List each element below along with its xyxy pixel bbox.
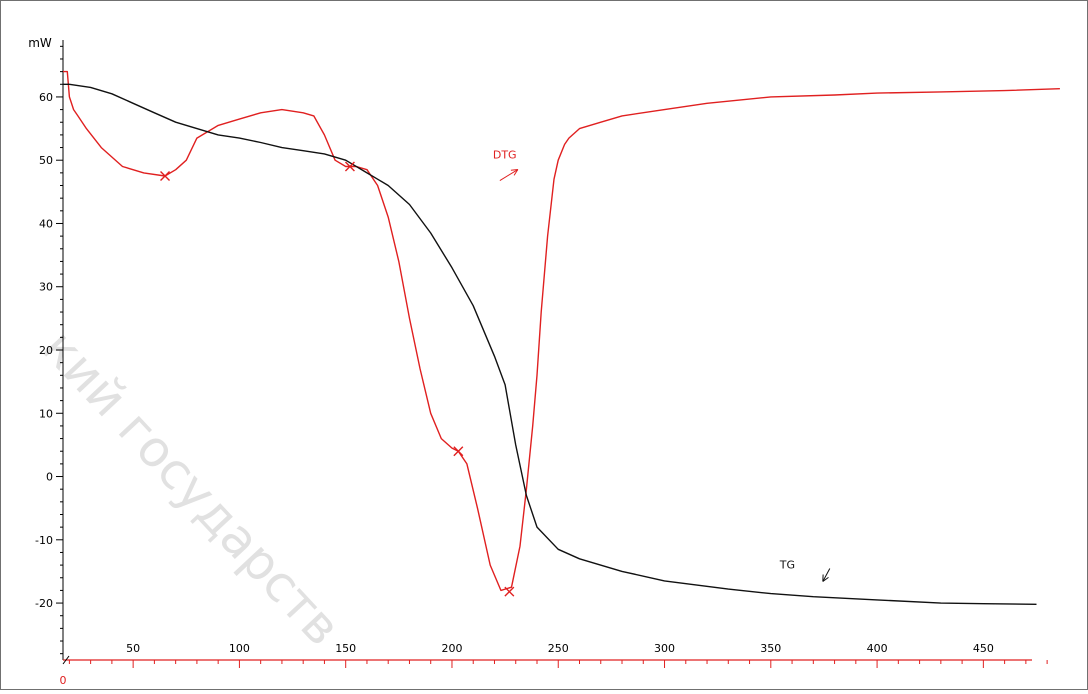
annotation-arrowhead-dtg bbox=[511, 170, 518, 171]
annotation-tg: TG bbox=[779, 558, 795, 571]
x-tick-label: 100 bbox=[229, 642, 250, 655]
x-origin-label: 0 bbox=[60, 674, 67, 687]
y-tick-label: 50 bbox=[39, 154, 53, 167]
x-tick-label: 450 bbox=[973, 642, 994, 655]
y-tick-label: 0 bbox=[46, 471, 53, 484]
annotation-dtg: DTG bbox=[493, 149, 517, 162]
y-tick-label: 60 bbox=[39, 91, 53, 104]
y-tick-label: 20 bbox=[39, 344, 53, 357]
x-tick-label: 150 bbox=[335, 642, 356, 655]
x-tick-label: 350 bbox=[760, 642, 781, 655]
x-tick-label: 50 bbox=[126, 642, 140, 655]
y-tick-label: -10 bbox=[35, 534, 53, 547]
y-tick-label: 30 bbox=[39, 281, 53, 294]
y-tick-label: 40 bbox=[39, 217, 53, 230]
x-tick-label: 300 bbox=[654, 642, 675, 655]
y-tick-label: 10 bbox=[39, 407, 53, 420]
x-tick-label: 400 bbox=[867, 642, 888, 655]
x-tick-label: 250 bbox=[548, 642, 569, 655]
y-axis-unit-label: mW bbox=[28, 36, 52, 50]
x-tick-label: 200 bbox=[441, 642, 462, 655]
y-tick-label: -20 bbox=[35, 597, 53, 610]
